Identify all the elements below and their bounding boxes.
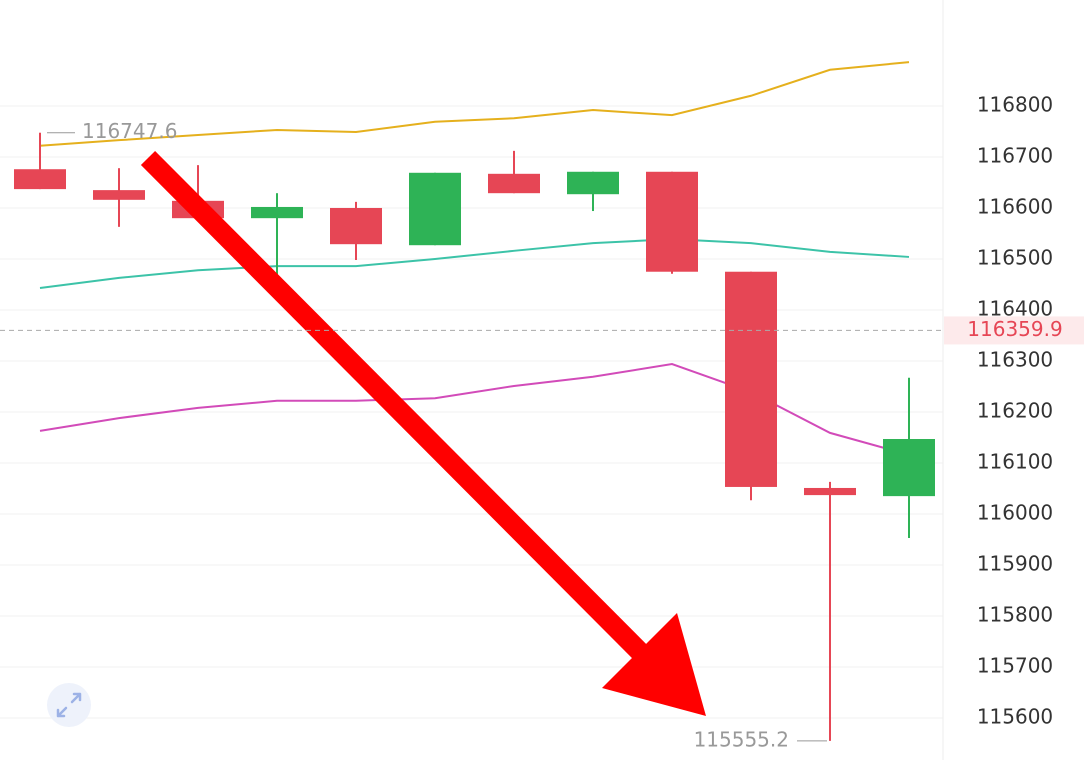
max-label: 116747.6	[82, 119, 177, 143]
candle-body	[646, 171, 698, 272]
candle-body	[330, 207, 382, 245]
y-tick-label: 115800	[977, 602, 1053, 626]
candle-body	[251, 206, 303, 219]
y-tick-label: 116200	[977, 398, 1053, 422]
plot	[14, 61, 935, 741]
current-price-box	[944, 316, 1084, 345]
candle-body	[14, 169, 66, 190]
candle-body	[93, 190, 145, 200]
y-tick-label: 116700	[977, 143, 1053, 167]
y-tick-label: 115600	[977, 704, 1053, 728]
arrow-annotation	[140, 150, 706, 716]
y-tick-label: 116100	[977, 449, 1053, 473]
y-tick-label: 116600	[977, 194, 1053, 218]
ma-line	[39, 363, 910, 456]
candle-body	[725, 271, 777, 487]
ma-line	[39, 61, 910, 147]
current-price-label: 116359.9	[967, 317, 1062, 341]
expand-icon	[47, 683, 91, 727]
y-tick-label: 115900	[977, 551, 1053, 575]
candle-body	[488, 173, 540, 194]
y-tick-label: 116300	[977, 347, 1053, 371]
y-tick-label: 116000	[977, 500, 1053, 524]
candle-body	[409, 172, 461, 246]
y-tick-label: 116500	[977, 245, 1053, 269]
y-tick-label: 115700	[977, 653, 1053, 677]
candle-body	[804, 487, 856, 496]
ma-line	[39, 238, 910, 290]
y-tick-label: 116800	[977, 92, 1053, 116]
min-label: 115555.2	[694, 727, 789, 751]
candle-body	[883, 439, 935, 497]
candle-body	[567, 171, 619, 195]
